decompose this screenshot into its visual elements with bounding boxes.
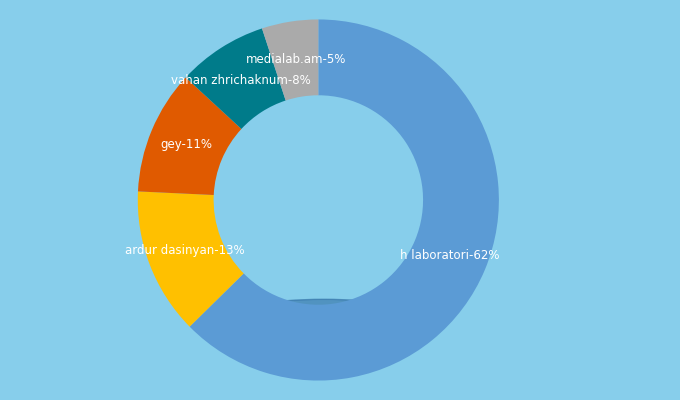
Text: vahan zhrichaknum-8%: vahan zhrichaknum-8% bbox=[171, 74, 311, 86]
Wedge shape bbox=[138, 78, 241, 195]
Wedge shape bbox=[138, 192, 243, 327]
Text: medialab.am-5%: medialab.am-5% bbox=[245, 53, 346, 66]
Wedge shape bbox=[190, 20, 499, 380]
Wedge shape bbox=[186, 28, 286, 129]
Ellipse shape bbox=[226, 299, 421, 336]
Wedge shape bbox=[262, 20, 318, 100]
Text: gey-11%: gey-11% bbox=[160, 138, 213, 151]
Text: h laboratori-62%: h laboratori-62% bbox=[400, 249, 500, 262]
Text: ardur dasinyan-13%: ardur dasinyan-13% bbox=[125, 244, 245, 258]
